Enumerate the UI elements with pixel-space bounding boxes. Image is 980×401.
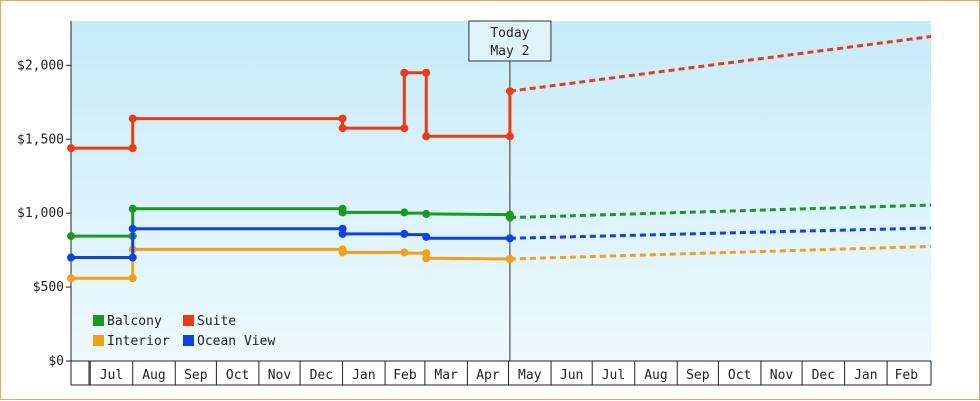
today-marker: Today May 2 [468,20,552,361]
data-point-suite [338,124,347,133]
data-point-balcony [128,204,137,213]
x-tick-label: Nov [268,368,292,383]
data-point-suite [67,144,75,153]
x-tick-label: Dec [310,368,333,383]
x-tick-label: May [518,368,542,383]
today-date: May 2 [490,44,529,59]
x-tick-label: Oct [226,368,249,383]
x-tick-label: Feb [393,368,417,383]
legend-swatch-suite [183,315,194,326]
data-point-suite [400,124,409,133]
data-point-interior [422,254,431,263]
data-point-balcony [400,208,409,217]
series-balcony [67,203,932,241]
data-point-ocean-view [128,253,137,262]
data-point-ocean-view [422,232,431,241]
data-point-interior [67,274,75,283]
data-point-interior [128,274,137,283]
y-tick-label: $2,000 [17,58,64,73]
data-point-ocean-view [338,229,347,238]
x-tick-label: Jul [100,368,123,383]
legend-swatch-ocean-view [183,335,194,346]
x-tick-label: Jun [560,368,583,383]
legend: Balcony Suite Interior Ocean View [93,314,275,349]
x-tick-label: Mar [434,368,458,383]
data-point-ocean-view [400,229,409,238]
x-tick-label: Aug [644,368,667,383]
legend-swatch-interior [93,335,104,346]
data-point-ocean-view [505,234,514,243]
today-label: Today [490,26,529,41]
data-point-suite [128,144,137,153]
legend-label-suite: Suite [197,314,236,329]
legend-label-balcony: Balcony [107,314,162,329]
legend-swatch-balcony [93,315,104,326]
data-point-suite [400,68,409,77]
plot-area [71,21,931,361]
y-tick-label: $0 [48,354,64,369]
x-tick-label: Jan [352,368,375,383]
series-layer [67,35,932,283]
legend-label-interior: Interior [107,334,170,349]
data-point-ocean-view [128,224,137,233]
data-point-suite [505,132,514,141]
data-point-ocean-view [67,253,75,262]
series-ocean-view [67,224,932,262]
x-tick-label: Nov [770,368,794,383]
y-tick-label: $1,500 [17,132,64,147]
today-box [468,20,552,62]
forecast-line-interior [509,244,932,261]
series-suite [67,35,932,153]
forecast-line-balcony [509,203,932,220]
data-point-interior [338,248,347,257]
data-point-suite [505,87,514,96]
x-tick-label: Jan [854,368,877,383]
y-tick-label: $1,000 [17,206,64,221]
x-tick-label: Sep [184,368,208,383]
x-tick-label: Oct [728,368,751,383]
data-point-balcony [338,208,347,217]
x-tick-label: Sep [686,368,710,383]
x-tick-label: Dec [812,368,835,383]
data-point-suite [128,114,137,123]
data-point-balcony [505,213,514,222]
data-point-suite [422,68,431,77]
y-tick-label: $500 [33,280,64,295]
legend-label-ocean-view: Ocean View [197,334,275,349]
x-tick-label: Jul [602,368,625,383]
data-point-balcony [67,232,75,241]
forecast-line-ocean-view [509,226,932,240]
x-tick-label: Aug [142,368,165,383]
x-tick-label: Feb [895,368,919,383]
axes: $0 $500 $1,000 $1,500 $2,000 Jul Aug Sep Oct Nov D… [17,21,932,386]
data-point-interior [400,248,409,257]
x-tick-label: Apr [476,368,500,383]
data-point-suite [338,114,347,123]
data-point-interior [505,255,514,263]
forecast-line-suite [509,35,932,93]
data-point-balcony [422,209,431,218]
data-point-suite [422,132,431,141]
